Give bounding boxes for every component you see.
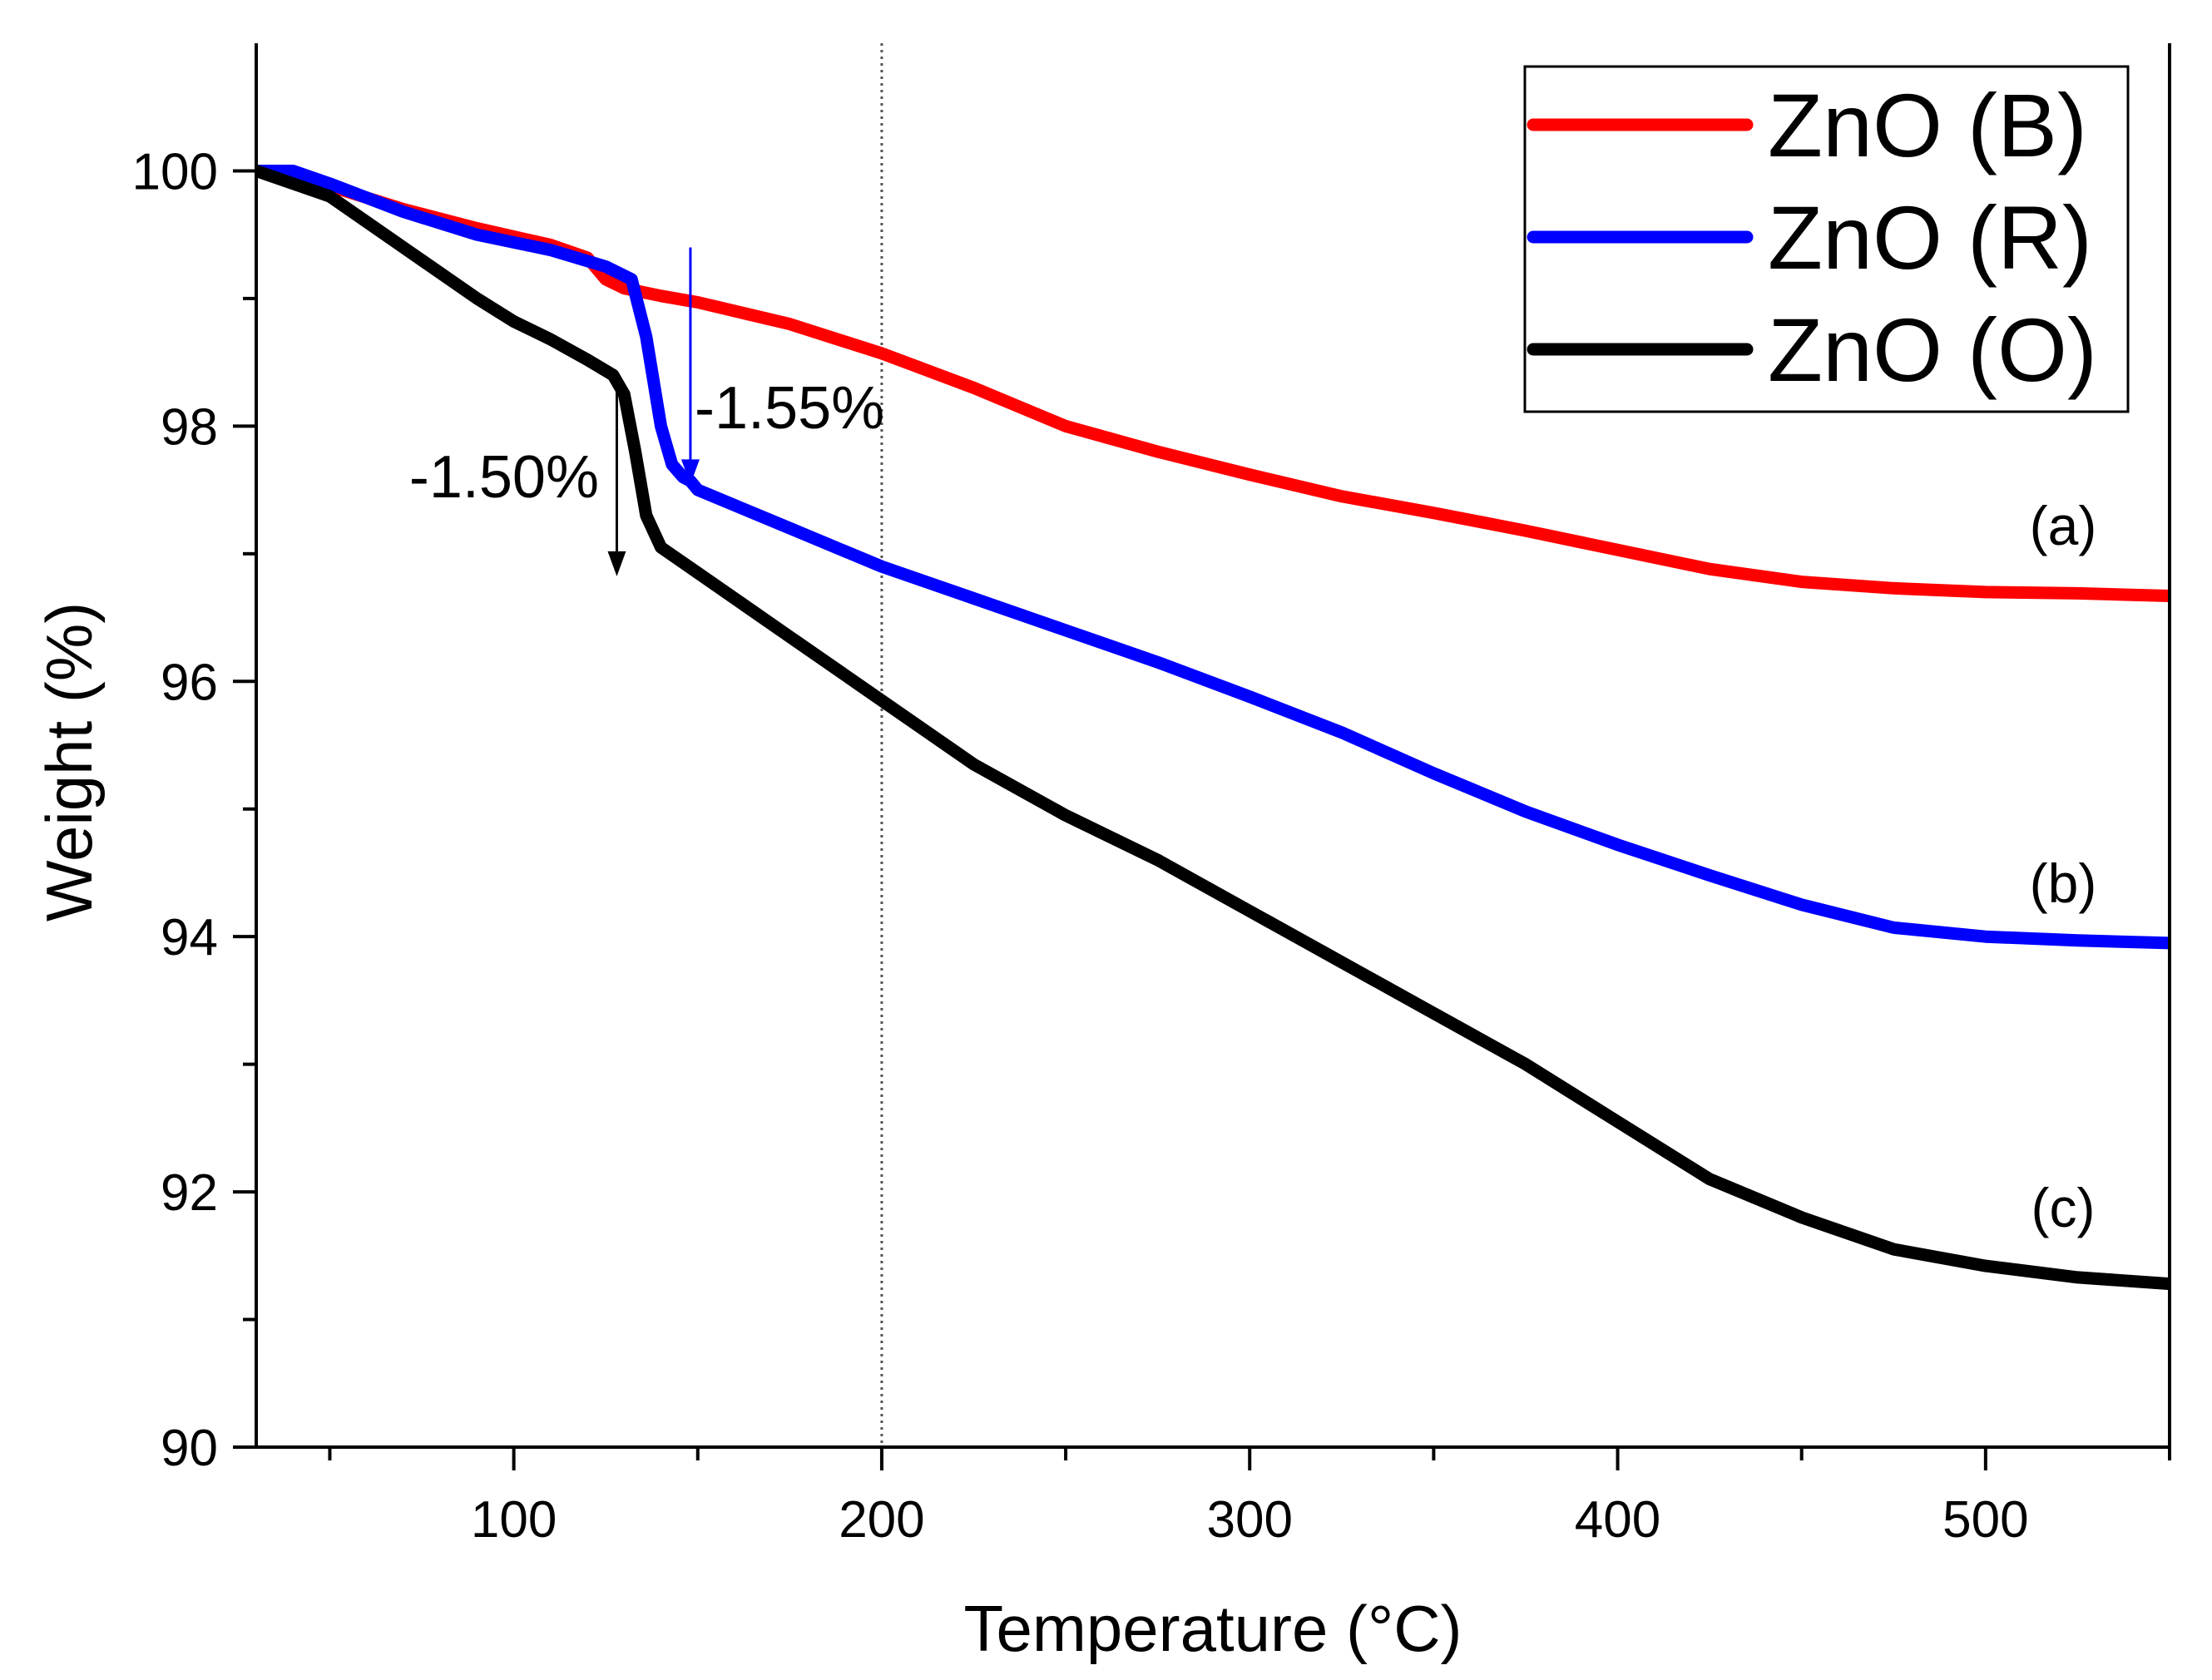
legend: ZnO (B) ZnO (R) ZnO (O) <box>1523 65 2130 413</box>
y-tick-label: 90 <box>161 1420 218 1477</box>
legend-label-1: ZnO (R) <box>1768 187 2092 288</box>
series-line-2 <box>256 165 2170 1291</box>
axes-layer: 100 200 300 400 500 90 92 94 96 98 100 Temperature … <box>32 43 2171 1665</box>
y-tick-label: 96 <box>161 654 218 711</box>
legend-label-2: ZnO (O) <box>1768 299 2097 400</box>
y-tick-label: 92 <box>161 1164 218 1222</box>
x-axis-title: Temperature (°C) <box>963 1592 1462 1665</box>
series-line-1 <box>256 165 2170 950</box>
x-tick-label: 500 <box>1942 1491 2028 1549</box>
x-tick-label: 200 <box>839 1491 924 1549</box>
legend-label-0: ZnO (B) <box>1768 75 2087 175</box>
annotation-label: -1.55% <box>695 375 884 442</box>
annotation-arrow-head <box>607 551 626 576</box>
y-tick-label: 98 <box>161 398 218 456</box>
curve-tag-2: (c) <box>2031 1177 2096 1238</box>
x-tick-label: 400 <box>1575 1491 1660 1549</box>
annotation-layer: (a) (b) (c) -1.55% -1.50% <box>409 247 2097 1238</box>
y-axis-title: Weight (%) <box>32 602 106 922</box>
curve-tag-0: (a) <box>2030 495 2097 556</box>
annotation-label: -1.50% <box>409 444 599 511</box>
y-tick-label: 100 <box>132 143 218 200</box>
x-tick-label: 100 <box>471 1491 557 1549</box>
y-tick-label: 94 <box>161 909 218 966</box>
curves-layer <box>256 165 2170 1291</box>
x-tick-label: 300 <box>1207 1491 1293 1549</box>
curve-tag-1: (b) <box>2030 852 2097 914</box>
annotation-arrow-head <box>680 459 700 485</box>
